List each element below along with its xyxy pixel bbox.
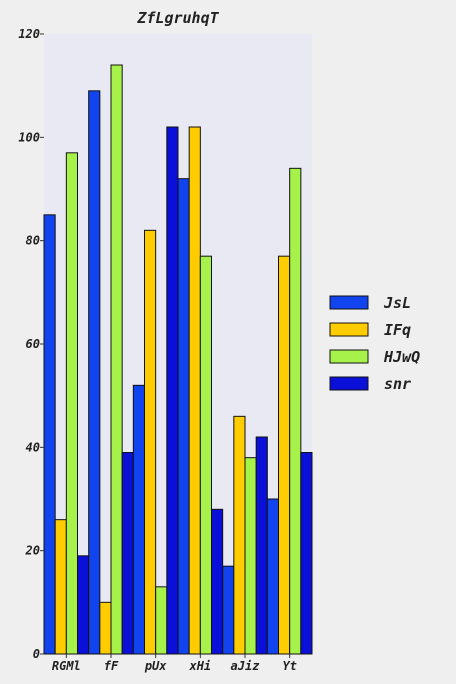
bar-HJwQ-pUx xyxy=(155,586,168,655)
bar-JsL-RGMl xyxy=(43,214,56,655)
x-tick-label-RGMl: RGMl xyxy=(52,659,81,673)
bar-IFq-RGMl xyxy=(54,519,67,655)
legend: JsL IFq HJwQ snr xyxy=(329,294,420,393)
legend-swatch-IFq xyxy=(329,322,369,337)
legend-label-HJwQ: HJwQ xyxy=(383,348,420,366)
y-axis: 0 20 40 60 80 100 120 xyxy=(18,27,44,661)
legend-swatch-snr xyxy=(329,376,369,391)
bar-snr-aJiz xyxy=(255,436,268,655)
bar-IFq-Yt xyxy=(278,255,291,655)
bar-snr-RGMl xyxy=(77,555,90,655)
legend-label-IFq: IFq xyxy=(384,321,411,339)
legend-label-snr: snr xyxy=(384,375,411,393)
x-tick-label-fF: fF xyxy=(104,659,119,673)
bar-IFq-pUx xyxy=(144,229,157,655)
bar-HJwQ-aJiz xyxy=(244,457,257,655)
bar-HJwQ-RGMl xyxy=(65,152,79,655)
bar-snr-pUx xyxy=(166,126,179,655)
bar-snr-xHi xyxy=(211,508,224,655)
x-axis: RGMl fF pUx xHi aJiz Yt xyxy=(52,654,297,673)
x-tick-label-pUx: pUx xyxy=(144,659,167,673)
bar-JsL-Yt xyxy=(266,498,279,655)
y-tick-label-20: 20 xyxy=(25,544,40,558)
bar-IFq-aJiz xyxy=(233,415,246,655)
x-tick-label-aJiz: aJiz xyxy=(231,659,260,673)
y-tick-label-80: 80 xyxy=(26,234,40,248)
bar-snr-fF xyxy=(121,452,134,655)
bar-snr-Yt xyxy=(300,452,313,655)
bar-HJwQ-fF xyxy=(110,64,123,655)
legend-swatch-JsL xyxy=(329,295,369,310)
bars-group xyxy=(43,64,313,655)
x-tick-label-xHi: xHi xyxy=(188,659,211,673)
legend-swatch-HJwQ xyxy=(329,349,369,364)
bar-JsL-xHi xyxy=(177,178,190,655)
y-tick-label-100: 100 xyxy=(18,130,40,144)
y-tick-label-120: 120 xyxy=(18,27,40,41)
chart-title: ZfLgruhqT xyxy=(136,9,219,27)
y-tick-label-60: 60 xyxy=(26,337,40,351)
x-tick-label-Yt: Yt xyxy=(282,659,296,673)
bar-JsL-aJiz xyxy=(222,565,235,655)
y-tick-label-0: 0 xyxy=(33,647,40,661)
bar-HJwQ-Yt xyxy=(289,167,302,655)
bar-IFq-xHi xyxy=(188,126,201,655)
bar-HJwQ-xHi xyxy=(199,255,213,655)
legend-label-JsL: JsL xyxy=(383,294,411,312)
bar-IFq-fF xyxy=(99,601,112,655)
y-tick-label-40: 40 xyxy=(26,440,40,454)
bar-JsL-fF xyxy=(88,90,101,655)
bar-JsL-pUx xyxy=(132,384,146,655)
